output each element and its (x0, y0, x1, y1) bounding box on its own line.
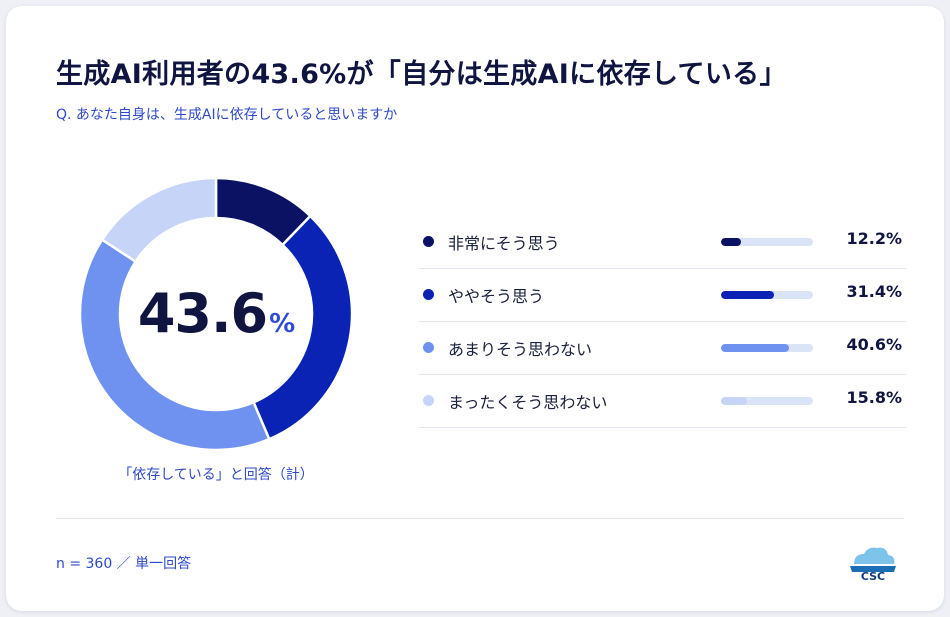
legend-label: 非常にそう思う (448, 234, 560, 253)
donut-chart (78, 176, 354, 452)
bar-fill (721, 397, 748, 405)
center-value: 43.6 (137, 282, 268, 345)
legend-label: ややそう思う (448, 287, 545, 306)
legend-dot (423, 395, 434, 406)
page-title: 生成AI利用者の43.6%が「自分は生成AIに依存している」 (56, 59, 787, 90)
svg-text:CSC: CSC (861, 570, 885, 583)
legend-row: 非常にそう思う 12.2% (418, 216, 906, 269)
center-total: 43.6% (76, 274, 356, 364)
legend-dot (423, 289, 434, 300)
center-unit: % (269, 309, 295, 339)
bar-fill (721, 291, 774, 299)
chart-card: 生成AI利用者の43.6%が「自分は生成AIに依存している」 Q. あなた自身は… (6, 6, 944, 611)
bar-track (721, 344, 813, 352)
cloud-icon: CSC (850, 547, 896, 583)
bar-track (721, 291, 813, 299)
question-text: Q. あなた自身は、生成AIに依存していると思いますか (56, 107, 398, 123)
value-label: 12.2% (846, 229, 902, 248)
legend-row: あまりそう思わない 40.6% (418, 322, 906, 375)
legend-label: まったくそう思わない (448, 393, 608, 412)
legend-row: まったくそう思わない 15.8% (418, 375, 906, 428)
bar-track (721, 238, 813, 246)
legend-label: あまりそう思わない (448, 340, 593, 359)
bar-track (721, 397, 813, 405)
bar-fill (721, 238, 742, 246)
sample-note: n = 360 ／ 単一回答 (56, 556, 192, 572)
legend-dot (423, 236, 434, 247)
donut-caption: 「依存している」と回答（計） (118, 467, 314, 483)
bar-fill (721, 344, 789, 352)
donut-slice-3 (78, 237, 271, 452)
value-label: 40.6% (846, 335, 902, 354)
value-label: 15.8% (846, 388, 902, 407)
legend-list: 非常にそう思う 12.2% ややそう思う 31.4% あまりそう思わない 40.6% まった… (418, 216, 906, 428)
footer-divider (56, 518, 904, 519)
legend-dot (423, 342, 434, 353)
value-label: 31.4% (846, 282, 902, 301)
donut-slice-4 (100, 176, 218, 264)
legend-row: ややそう思う 31.4% (418, 269, 906, 322)
